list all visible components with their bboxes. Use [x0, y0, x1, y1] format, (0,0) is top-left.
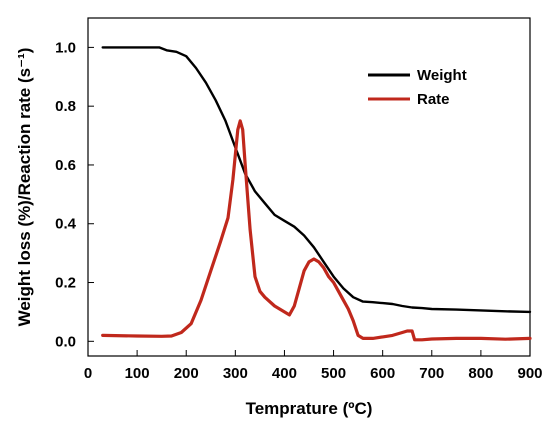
- y-axis-title: Weight loss (%)/Reaction rate (s⁻¹): [15, 48, 34, 327]
- legend: Weight Rate: [368, 67, 467, 108]
- x-tick-label: 900: [517, 365, 542, 382]
- series-line-weight: [101, 46, 532, 314]
- legend-weight-label: Weight: [417, 67, 467, 84]
- y-tick-label: 1.0: [55, 39, 76, 56]
- x-axis: 0 100 200 300 400 500 600 700 800 900: [84, 350, 543, 382]
- series-layer: [101, 46, 532, 342]
- x-tick-label: 800: [468, 365, 493, 382]
- y-tick-label: 0.0: [55, 333, 76, 350]
- series-line-rate: [101, 119, 532, 342]
- y-axis: 0.0 0.2 0.4 0.6 0.8 1.0: [55, 39, 94, 350]
- x-tick-label: 100: [125, 365, 150, 382]
- x-axis-title: Temprature (ºC): [246, 399, 373, 418]
- x-tick-label: 500: [321, 365, 346, 382]
- x-tick-label: 200: [174, 365, 199, 382]
- y-tick-label: 0.2: [55, 275, 76, 292]
- x-tick-label: 400: [272, 365, 297, 382]
- y-tick-label: 0.4: [55, 216, 77, 233]
- x-tick-label: 0: [84, 365, 92, 382]
- y-tick-label: 0.8: [55, 98, 76, 115]
- x-tick-label: 300: [223, 365, 248, 382]
- plot-frame: [87, 17, 531, 357]
- legend-rate-label: Rate: [417, 91, 450, 108]
- x-tick-label: 600: [370, 365, 395, 382]
- y-tick-label: 0.6: [55, 157, 76, 174]
- x-tick-label: 700: [419, 365, 444, 382]
